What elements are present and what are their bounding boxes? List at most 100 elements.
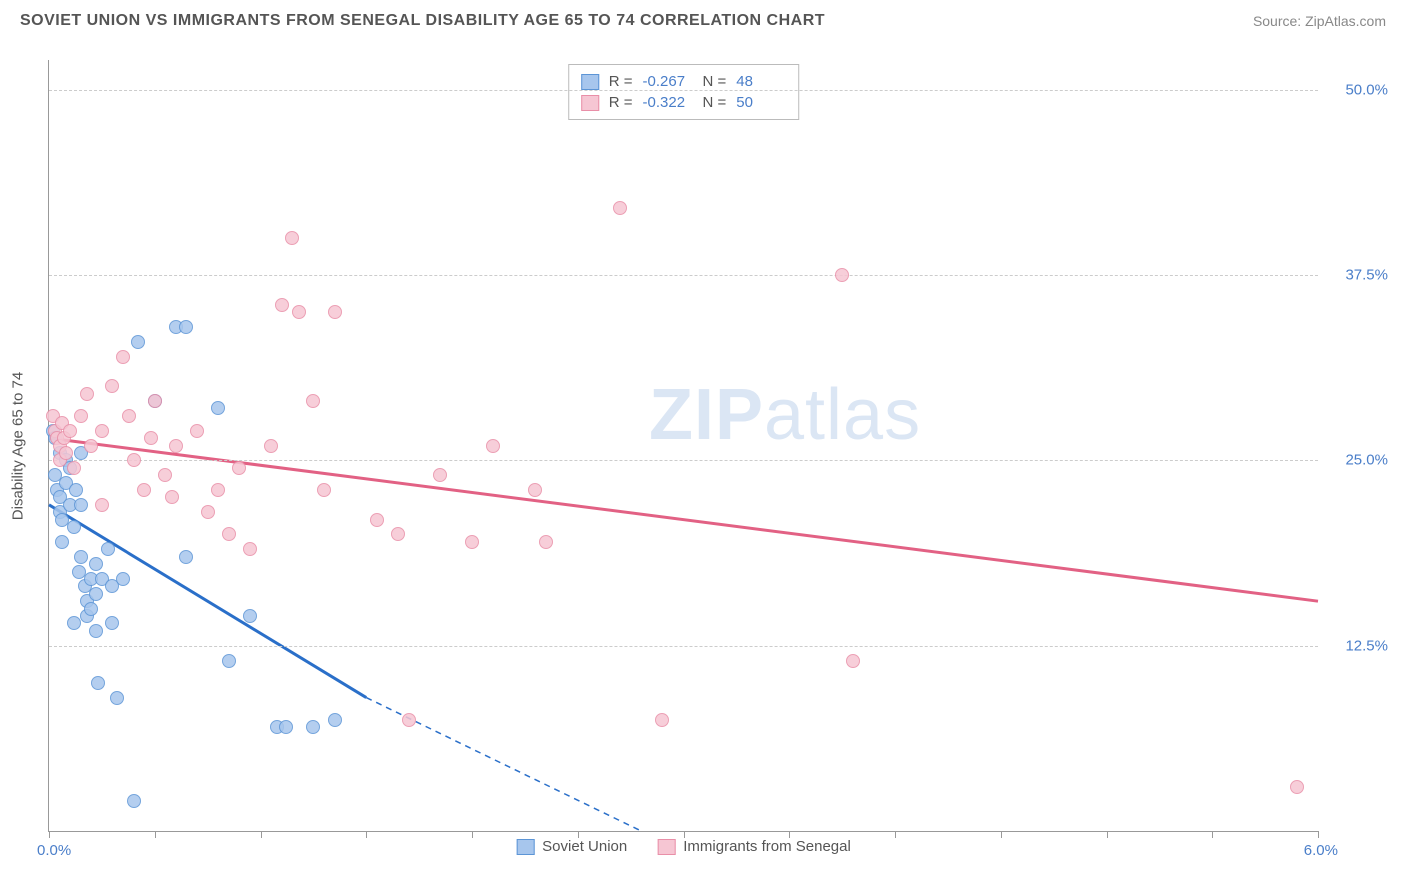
scatter-point [74,498,88,512]
scatter-point [91,676,105,690]
watermark: ZIPatlas [649,374,921,456]
scatter-point [613,201,627,215]
scatter-point [67,616,81,630]
x-tick [684,831,685,838]
n-label: N = [703,73,727,90]
source-label: Source: ZipAtlas.com [1253,13,1386,29]
r-value: -0.267 [643,73,693,90]
scatter-point [84,439,98,453]
y-axis-label: Disability Age 65 to 74 [10,372,27,520]
scatter-point [105,379,119,393]
scatter-point [116,572,130,586]
legend-swatch [581,74,599,90]
scatter-point [846,654,860,668]
r-value: -0.322 [643,94,693,111]
y-tick-label: 25.0% [1328,452,1388,469]
scatter-point [127,794,141,808]
correlation-stats-legend: R = -0.267 N = 48 R = -0.322 N = 50 [568,64,800,120]
scatter-point [539,535,553,549]
scatter-point [190,424,204,438]
scatter-point [144,431,158,445]
scatter-point [243,609,257,623]
x-axis-min-label: 0.0% [37,842,71,859]
scatter-point [433,468,447,482]
x-tick [1107,831,1108,838]
scatter-point [158,468,172,482]
scatter-point [179,550,193,564]
legend-item: Immigrants from Senegal [657,838,851,855]
scatter-point [306,720,320,734]
scatter-point [95,498,109,512]
x-tick [789,831,790,838]
scatter-point [211,483,225,497]
scatter-point [74,409,88,423]
legend-item: Soviet Union [516,838,627,855]
scatter-point [292,305,306,319]
scatter-point [264,439,278,453]
n-value: 48 [736,73,786,90]
scatter-point [179,320,193,334]
scatter-point [1290,780,1304,794]
scatter-point [528,483,542,497]
scatter-point [63,424,77,438]
scatter-point [59,446,73,460]
scatter-point [402,713,416,727]
scatter-point [116,350,130,364]
series-legend: Soviet Union Immigrants from Senegal [516,838,851,855]
scatter-point [67,461,81,475]
scatter-point [317,483,331,497]
trend-lines-layer [49,60,1318,831]
scatter-point [55,535,69,549]
gridline [49,90,1318,91]
scatter-point [306,394,320,408]
r-label: R = [609,73,633,90]
stats-row: R = -0.322 N = 50 [581,92,787,113]
x-tick [366,831,367,838]
scatter-point [67,520,81,534]
chart-title: SOVIET UNION VS IMMIGRANTS FROM SENEGAL … [20,12,825,30]
x-tick [155,831,156,838]
x-tick [261,831,262,838]
scatter-point [137,483,151,497]
legend-swatch [581,95,599,111]
r-label: R = [609,94,633,111]
scatter-point [486,439,500,453]
x-tick [472,831,473,838]
scatter-point [148,394,162,408]
legend-label: Soviet Union [542,838,627,855]
x-tick [895,831,896,838]
scatter-point [222,654,236,668]
scatter-point [835,268,849,282]
scatter-point [95,424,109,438]
legend-swatch [657,839,675,855]
scatter-point [275,298,289,312]
scatter-point [84,602,98,616]
scatter-point [101,542,115,556]
scatter-point [127,453,141,467]
scatter-point [328,305,342,319]
legend-swatch [516,839,534,855]
scatter-point [169,439,183,453]
scatter-point [391,527,405,541]
scatter-point [222,527,236,541]
x-axis-max-label: 6.0% [1304,842,1338,859]
x-tick [1212,831,1213,838]
scatter-point [370,513,384,527]
scatter-point [110,691,124,705]
gridline [49,275,1318,276]
scatter-point [211,401,225,415]
x-tick [1001,831,1002,838]
y-tick-label: 12.5% [1328,637,1388,654]
scatter-point [465,535,479,549]
scatter-point [89,587,103,601]
x-tick [1318,831,1319,838]
chart-plot-area: ZIPatlas R =-0.267N =48R =-0.322N =50 So… [48,60,1318,832]
scatter-point [122,409,136,423]
scatter-point [655,713,669,727]
scatter-point [243,542,257,556]
n-label: N = [703,94,727,111]
scatter-point [232,461,246,475]
x-tick [49,831,50,838]
n-value: 50 [736,94,786,111]
scatter-point [80,387,94,401]
